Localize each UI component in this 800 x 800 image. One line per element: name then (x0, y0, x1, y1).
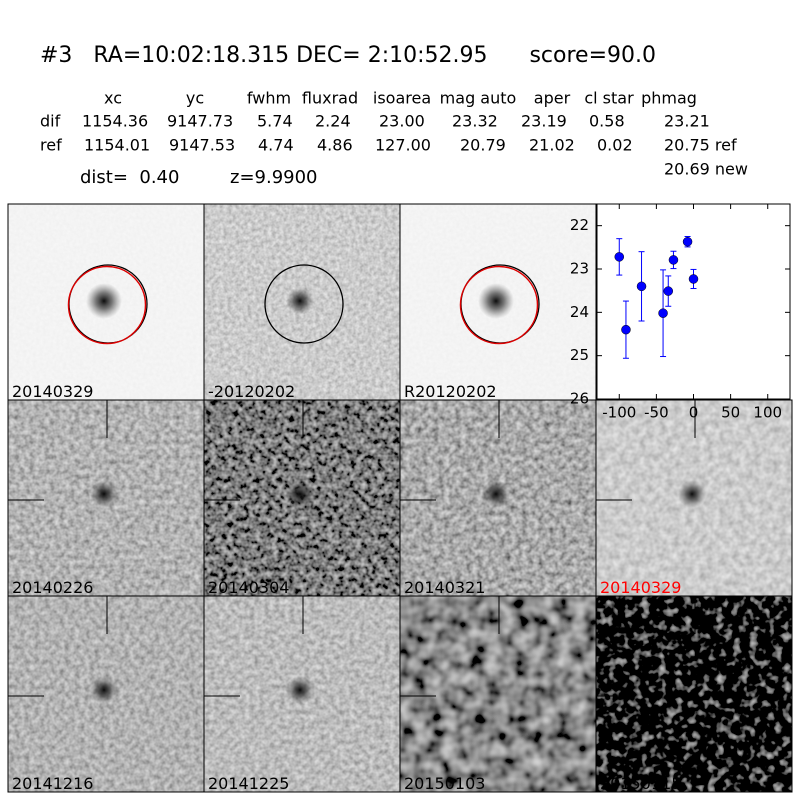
row-label: dif (40, 112, 61, 131)
stamp: 20141225 (203, 595, 401, 793)
star (86, 283, 122, 319)
stamp: 20140321 (399, 399, 597, 597)
table: xc yc fwhm fluxrad isoarea mag auto aper cl sta… (40, 89, 737, 155)
star (286, 480, 314, 508)
point (636, 281, 647, 292)
plot-area (596, 203, 791, 400)
stamp: 20141216 (7, 595, 205, 793)
cell: 23.21 (664, 112, 710, 131)
stamp-label: 20141216 (12, 774, 93, 793)
y-tick-label: 22 (570, 216, 589, 234)
cell: 20.75 ref (664, 136, 737, 155)
point (663, 286, 674, 296)
stamp-label: 20141225 (208, 774, 289, 793)
stamp-label: 20140226 (12, 578, 93, 597)
stamp: R20120202 (399, 203, 597, 401)
cell: 23.00 (379, 112, 425, 131)
column-header: isoarea (373, 89, 431, 108)
x-tick-label: -100 (602, 404, 636, 422)
cell: 127.00 (375, 136, 431, 155)
stamp-label: -20120202 (208, 382, 295, 401)
y-tick-label: 23 (570, 260, 589, 278)
stamp-label: 20150103 (404, 774, 485, 793)
cell: 0.58 (589, 112, 625, 131)
stamp-label: 20140321 (404, 578, 485, 597)
stamp: 20150115 (595, 595, 793, 793)
phmag-new: 20.69 new (664, 160, 748, 179)
stamp: 20140329 (7, 203, 205, 401)
star (286, 287, 314, 315)
cell: 9147.53 (169, 136, 235, 155)
stamps: 20140329 -20120202 R20120202 20140226 201403… (7, 203, 793, 793)
star (90, 676, 118, 704)
z: z=9.9900 (230, 167, 318, 188)
cell: 0.02 (597, 136, 633, 155)
stamp: 20140304 (203, 399, 401, 597)
stamp: 20140329 (595, 399, 793, 597)
star (478, 283, 514, 319)
y-tick-label: 25 (570, 346, 589, 364)
star (286, 676, 314, 704)
cell: 20.79 (460, 136, 506, 155)
cell: 23.19 (521, 112, 567, 131)
x-tick-label: 50 (721, 404, 740, 422)
column-header: xc (104, 89, 122, 108)
cell: 1154.36 (82, 112, 148, 131)
cell: 1154.01 (84, 136, 150, 155)
stamp-label: R20120202 (404, 382, 497, 401)
column-header: fluxrad (302, 89, 358, 108)
aperture-red (459, 265, 539, 345)
point (682, 236, 693, 247)
cell: 9147.73 (167, 112, 233, 131)
stamp: 20150103 (399, 595, 597, 793)
x-tick-label: -50 (644, 404, 669, 422)
stamp: 20140226 (7, 399, 205, 597)
point (621, 324, 631, 335)
aperture (264, 264, 344, 344)
stamp-label: 20150115 (600, 774, 681, 793)
cell: 4.74 (258, 136, 294, 155)
point (668, 255, 679, 265)
cell: 2.24 (315, 112, 351, 131)
stamp-image (596, 596, 792, 792)
x-tick-label: 0 (689, 404, 699, 422)
title: #3 RA=10:02:18.315 DEC= 2:10:52.95 score… (40, 43, 656, 68)
stamp-frame (595, 595, 793, 793)
y-tick-label: 24 (570, 303, 589, 321)
star (678, 480, 706, 508)
y-tick-label: 26 (570, 390, 589, 408)
column-header: yc (186, 89, 204, 108)
stamp-label: 20140329 (600, 578, 681, 597)
point (658, 308, 668, 318)
stamp-label: 20140304 (208, 578, 289, 597)
x-tick-label: 100 (753, 404, 782, 422)
point (614, 252, 625, 262)
row-label: ref (40, 136, 62, 155)
cell: 21.02 (529, 136, 575, 155)
column-header: cl star (584, 89, 634, 108)
stamp: -20120202 (203, 203, 401, 401)
aperture-red (67, 265, 147, 345)
column-header: mag auto (440, 89, 517, 108)
cell: 23.32 (452, 112, 498, 131)
point (688, 274, 699, 284)
stamp-image (400, 596, 596, 792)
column-header: fwhm (247, 89, 291, 108)
cell: 4.86 (317, 136, 353, 155)
star (482, 480, 510, 508)
star (90, 480, 118, 508)
cell: 5.74 (257, 112, 293, 131)
stamp-label: 20140329 (12, 382, 93, 401)
dist: dist= 0.40 (80, 167, 179, 188)
column-header: aper (534, 89, 571, 108)
column-header: phmag (641, 89, 697, 108)
chart: 22 23 24 25 26 -100 -50 0 50 100 (570, 203, 791, 422)
